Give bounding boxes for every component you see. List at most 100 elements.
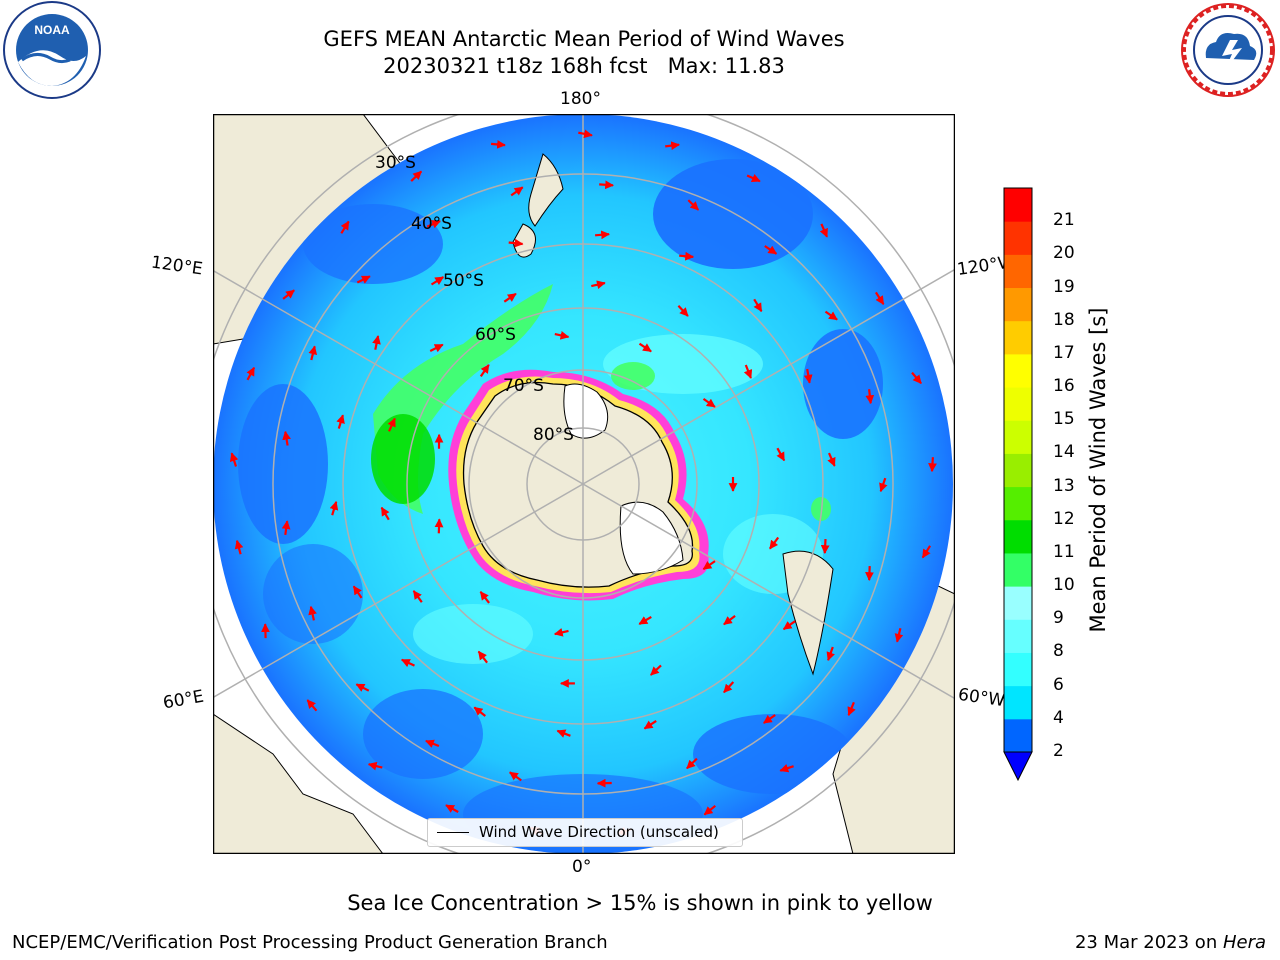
wave-direction-arrow [356,275,371,284]
lon-label-60e: 60°E [161,686,206,714]
colorbar-swatch [1004,718,1032,753]
noaa-logo-text: NOAA [34,23,70,37]
wave-direction-arrow [687,199,700,211]
colorbar-tick-label: 14 [1053,442,1075,463]
wave-direction-arrow [429,343,444,353]
wave-direction-arrow [743,364,753,379]
wave-direction-arrow [665,141,680,151]
wave-direction-arrow [638,342,652,353]
wave-direction-arrow [763,714,776,724]
colorbar-tick-label: 2 [1053,741,1064,761]
wave-direction-arrow [400,658,415,668]
wave-direction-arrow [556,729,571,738]
wave-direction-arrow [425,739,440,748]
wave-direction-arrow [410,170,423,182]
wave-direction-arrow [820,539,830,554]
wave-direction-arrow [554,331,570,340]
wave-direction-arrow [921,545,932,559]
wave-direction-arrow [894,627,904,643]
colorbar-swatch [1004,287,1032,322]
wave-direction-arrow [234,539,244,555]
colorbar-extend-arrow [1003,751,1033,782]
wave-direction-arrow [503,292,517,303]
colorbar-swatch [1004,619,1032,653]
map-legend: Wind Wave Direction (unscaled) [427,818,743,847]
wave-direction-arrow [430,276,445,286]
wave-direction-arrow [387,417,396,432]
colorbar-tick-label: 17 [1053,342,1075,363]
wave-direction-arrow [595,230,610,240]
wave-direction-arrow [329,500,339,516]
wave-direction-arrow [874,291,885,305]
colorbar-swatch [1004,353,1032,388]
colorbar-swatch [1004,519,1032,554]
wave-direction-arrow [355,683,370,692]
colorbar-swatch [1004,254,1032,289]
wave-direction-arrow [865,566,874,581]
wave-direction-arrow [769,536,780,550]
wave-direction-arrow [679,251,695,261]
wave-direction-arrow [434,518,444,534]
colorbar-tick-label: 10 [1053,575,1075,596]
legend-line-swatch [437,832,469,833]
wave-direction-arrow [246,366,256,381]
wave-direction-arrow [650,664,662,676]
wave-direction-arrow [372,335,381,350]
wave-direction-arrow [479,364,490,378]
colorbar-swatch [1004,586,1032,620]
colorbar [1003,187,1033,782]
wave-direction-arrow [510,186,524,197]
wave-direction-arrow [702,560,716,571]
wave-direction-arrow [308,345,318,361]
wave-direction-arrow [491,140,506,149]
wave-direction-arrow [508,238,524,248]
credit-line: NCEP/EMC/Verification Post Processing Pr… [12,932,608,953]
colorbar-tick-label: 21 [1053,210,1075,231]
colorbar-tick-label: 18 [1053,309,1075,330]
wave-direction-arrow [702,397,716,408]
wave-direction-arrow [306,699,318,712]
polar-map: 30°S 40°S 50°S 60°S 70°S 80°S [213,114,955,854]
wave-direction-arrow [847,701,856,717]
colorbar-swatch [1004,652,1032,687]
wave-direction-arrow [827,452,836,467]
wave-direction-arrow [746,173,761,183]
colorbar-tick-label: 20 [1053,243,1075,264]
colorbar-swatch [1004,486,1032,521]
lat-label: 60°S [475,325,516,345]
colorbar-tick-label: 11 [1053,541,1075,562]
colorbar-swatch [1004,685,1032,720]
wave-direction-arrow [308,605,317,621]
colorbar-tick-label: 9 [1053,608,1064,629]
wave-direction-arrow [782,620,796,631]
wave-direction-arrow [282,430,291,446]
colorbar-label: Mean Period of Wind Waves [s] [1086,307,1110,633]
wave-direction-arrow [282,289,295,300]
colorbar-swatch [1004,453,1032,488]
colorbar-tick-label: 8 [1053,641,1064,662]
nws-logo [1181,3,1275,97]
wave-direction-arrow [445,804,459,813]
wave-direction-arrow [911,371,922,385]
wave-direction-arrow [723,615,736,626]
chart-subtitle: 20230321 t18z 168h fcst Max: 11.83 [383,54,785,78]
noaa-logo: NOAA [3,1,101,99]
lat-label: 40°S [411,214,452,234]
wave-direction-arrow [473,706,486,717]
wave-direction-arrow [426,220,441,229]
wave-direction-arrow [229,452,239,467]
sea-ice-note: Sea Ice Concentration > 15% is shown in … [347,891,933,915]
colorbar-swatch [1004,320,1032,355]
wave-direction-arrow [865,389,875,405]
wave-direction-arrow [803,368,813,384]
lat-label: 70°S [503,376,544,396]
colorbar-tick-label: 15 [1053,409,1075,430]
wave-direction-arrow [638,615,652,625]
wave-direction-arrow [509,771,522,782]
wave-direction-arrow [340,220,350,234]
wave-direction-arrow [686,757,698,770]
colorbar-tick-label: 12 [1053,508,1075,529]
date-host: Hera [1222,932,1266,953]
date-prefix: 23 Mar 2023 on [1074,932,1223,953]
colorbar-tick-label: 13 [1053,475,1075,496]
